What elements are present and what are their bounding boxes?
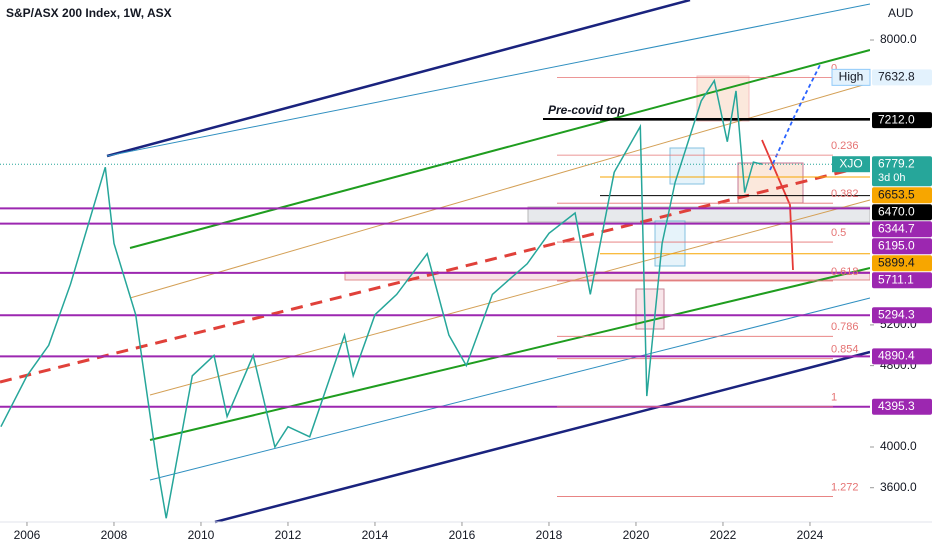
price-tag — [872, 398, 932, 415]
price-tag — [872, 112, 932, 129]
price-tag-label: 7632.8 — [878, 70, 915, 84]
tag-name: XJO — [839, 156, 862, 170]
price-tag — [872, 221, 932, 238]
y-tick-label: 8000.0 — [880, 32, 917, 46]
annotation: Pre-covid top — [548, 103, 625, 117]
x-tick-label: 2018 — [536, 528, 563, 542]
price-tag-label: 5711.1 — [878, 272, 914, 286]
price-tag-label: 4395.3 — [878, 399, 915, 413]
countdown: 3d 0h — [878, 172, 906, 184]
drawings — [0, 0, 871, 524]
fib-label: 0.786 — [831, 321, 859, 333]
price-tag — [872, 187, 932, 204]
x-tick-label: 2010 — [188, 528, 215, 542]
zone — [669, 147, 705, 185]
fib-label: 1.272 — [831, 481, 859, 493]
tag-name-box — [832, 156, 870, 173]
fib-label: 0.382 — [831, 188, 859, 200]
fib-label: 0.236 — [831, 140, 859, 152]
price-tag — [872, 307, 932, 324]
price-tag-label: 4890.4 — [878, 349, 915, 363]
y-tick-label: 4000.0 — [880, 439, 917, 453]
price-line — [0, 78, 763, 519]
tag-name: High — [839, 70, 864, 84]
x-tick-label: 2024 — [797, 528, 824, 542]
x-tick-label: 2008 — [101, 528, 128, 542]
x-tick-label: 2016 — [449, 528, 476, 542]
fib-label: 0 — [831, 62, 837, 74]
price-tag-label: 5899.4 — [878, 255, 915, 269]
fib-label: 1 — [831, 392, 837, 404]
x-tick-label: 2014 — [362, 528, 389, 542]
price-tag — [872, 69, 932, 86]
chart-title: S&P/ASX 200 Index, 1W, ASX — [6, 6, 172, 20]
currency: AUD — [888, 6, 914, 20]
price-tag-label: 6779.2 — [878, 156, 915, 170]
price-tag — [872, 156, 932, 187]
x-tick-label: 2006 — [14, 528, 41, 542]
price-tag-label: 6653.5 — [878, 187, 915, 201]
channel-line — [149, 199, 871, 396]
arrow-path — [761, 139, 794, 271]
fib-label: 0.854 — [831, 344, 859, 356]
price-tag — [872, 348, 932, 365]
channel-line — [149, 267, 871, 441]
price-tag-label: 5294.3 — [878, 307, 915, 321]
channel-line — [214, 350, 871, 524]
x-tick-label: 2012 — [275, 528, 302, 542]
price-tag — [872, 204, 932, 221]
fib-label: 0.5 — [831, 227, 846, 239]
arrow-path — [769, 64, 821, 171]
x-tick-label: 2022 — [710, 528, 737, 542]
channel-line — [129, 49, 871, 249]
channel-line — [149, 297, 871, 481]
fib-label: 0.618 — [831, 266, 859, 278]
plot: 0 0.236 0.382 0.5 0.618 0.786 0.854 1 1.272 — [0, 62, 870, 519]
price-tag-label: 6470.0 — [878, 204, 915, 218]
price-tag — [872, 255, 932, 272]
price-tag-label: 7212.0 — [878, 112, 915, 126]
y-tick-label: 3600.0 — [880, 480, 917, 494]
zone — [654, 220, 686, 267]
channel-line — [106, 0, 691, 158]
price-tag-label: 6195.0 — [878, 238, 915, 252]
zone — [696, 75, 750, 122]
price-tag-label: 6344.7 — [878, 221, 915, 235]
price-tag — [872, 272, 932, 289]
channel-line — [106, 3, 871, 157]
x-tick-label: 2020 — [623, 528, 650, 542]
tag-name-box — [831, 68, 871, 86]
price-tag — [872, 238, 932, 255]
